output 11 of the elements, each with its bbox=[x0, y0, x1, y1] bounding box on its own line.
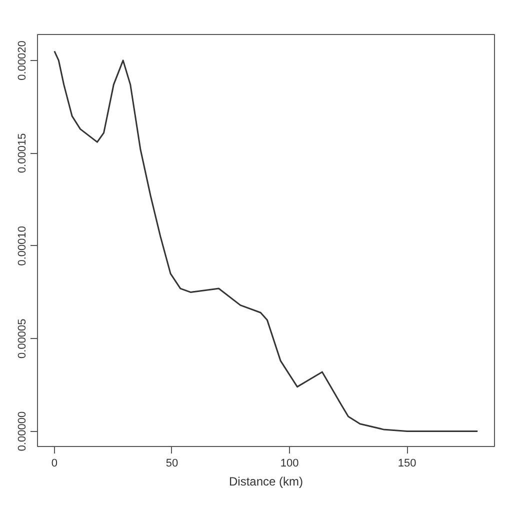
y-tick-label: 0.00005 bbox=[16, 318, 28, 358]
x-tick-label: 0 bbox=[51, 458, 58, 470]
x-tick-label: 50 bbox=[166, 458, 178, 470]
x-tick-label: 150 bbox=[398, 458, 416, 470]
y-tick-label: 0.00000 bbox=[16, 411, 28, 452]
x-axis-title: Distance (km) bbox=[228, 474, 304, 488]
y-tick-label: 0.00010 bbox=[16, 226, 28, 266]
line-series bbox=[54, 50, 478, 432]
x-tick-label: 100 bbox=[280, 458, 299, 470]
y-tick-label: 0.00015 bbox=[16, 133, 28, 174]
y-tick-label: 0.00020 bbox=[16, 40, 28, 80]
